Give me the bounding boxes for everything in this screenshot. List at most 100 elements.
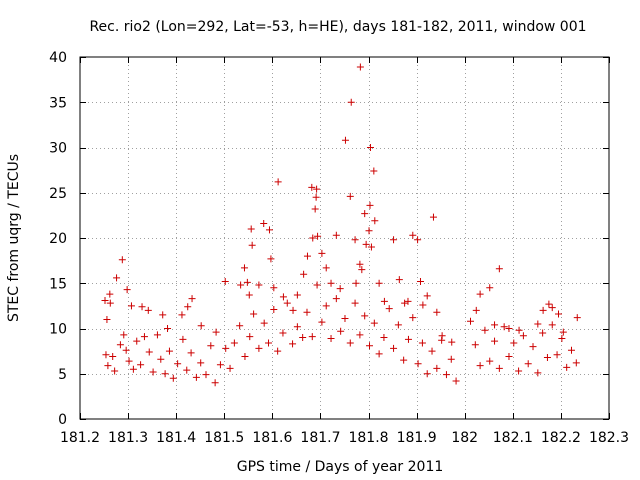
data-point (495, 364, 503, 372)
y-tick-label: 40 (49, 50, 67, 66)
data-point (120, 331, 128, 339)
data-point (279, 293, 287, 301)
data-point (293, 323, 301, 331)
data-point (145, 348, 153, 356)
x-tick-label: 181.5 (204, 430, 244, 446)
data-point (179, 335, 187, 343)
data-point (125, 357, 133, 365)
data-point (356, 63, 364, 71)
data-point (481, 326, 489, 334)
data-point (293, 291, 301, 299)
y-tick-label: 20 (49, 231, 67, 247)
data-point (366, 342, 374, 350)
data-point (567, 346, 575, 354)
data-point (101, 296, 109, 304)
data-point (311, 205, 319, 213)
data-point (211, 379, 219, 387)
data-points (101, 63, 581, 387)
data-point (221, 277, 229, 285)
data-point (137, 361, 145, 369)
data-point (409, 231, 417, 239)
x-tick-label: 181.2 (60, 430, 100, 446)
data-point (243, 278, 251, 286)
y-tick-label: 35 (49, 95, 67, 111)
data-point (510, 339, 518, 347)
data-point (555, 310, 563, 318)
data-point (471, 341, 479, 349)
data-point (429, 213, 437, 221)
data-point (394, 321, 402, 329)
data-point (197, 322, 205, 330)
data-point (313, 185, 321, 193)
data-point (404, 335, 412, 343)
data-point (207, 342, 215, 350)
data-point (380, 334, 388, 342)
data-point (361, 312, 369, 320)
data-point (367, 243, 375, 251)
data-point (524, 360, 532, 368)
data-point (122, 346, 130, 354)
x-tick-label: 182 (451, 430, 478, 446)
data-point (395, 276, 403, 284)
data-point (202, 371, 210, 379)
data-point (505, 325, 513, 332)
data-point (226, 364, 234, 372)
data-point (133, 337, 141, 345)
data-point (370, 319, 378, 327)
data-point (265, 339, 273, 347)
data-point (327, 279, 335, 287)
data-point (149, 368, 157, 376)
data-point (539, 306, 547, 314)
data-point (312, 193, 320, 201)
data-point (144, 306, 152, 314)
data-point (245, 291, 253, 299)
data-point (299, 334, 307, 342)
data-point (390, 344, 398, 352)
data-point (153, 331, 161, 339)
data-point (375, 279, 383, 287)
data-point (401, 299, 409, 307)
data-point (414, 360, 422, 368)
x-tick-label: 181.6 (252, 430, 292, 446)
data-point (505, 353, 513, 361)
data-point (303, 308, 311, 316)
data-point (327, 334, 335, 342)
data-point (106, 299, 114, 307)
data-point (230, 339, 238, 347)
data-point (486, 357, 494, 365)
data-point (347, 98, 355, 106)
data-point (265, 226, 273, 234)
data-point (197, 359, 205, 367)
data-point (409, 314, 417, 322)
data-point (165, 347, 173, 355)
y-tick-label: 25 (49, 186, 67, 202)
y-tick-label: 5 (58, 367, 67, 383)
data-point (236, 322, 244, 330)
x-tick-label: 182.1 (493, 430, 533, 446)
data-point (255, 344, 263, 352)
data-point (247, 225, 255, 233)
x-tick-label: 181.3 (108, 430, 148, 446)
data-point (113, 274, 121, 282)
y-tick-label: 0 (58, 412, 67, 428)
data-point (448, 338, 456, 346)
data-point (192, 373, 200, 381)
data-point (452, 377, 460, 385)
data-point (322, 264, 330, 272)
y-axis-label: STEC from uqrg / TECUs (6, 154, 22, 322)
data-point (491, 337, 499, 345)
data-point (416, 277, 424, 285)
data-point (529, 343, 537, 351)
data-point (534, 320, 542, 328)
data-point (111, 367, 119, 375)
data-point (169, 374, 177, 382)
x-tick-label: 182.3 (589, 430, 629, 446)
data-point (318, 318, 326, 326)
data-point (539, 329, 547, 337)
data-point (548, 304, 556, 312)
data-point (216, 361, 224, 369)
data-point (322, 302, 330, 310)
data-point (270, 284, 278, 292)
data-point (212, 328, 220, 336)
data-point (351, 299, 359, 307)
